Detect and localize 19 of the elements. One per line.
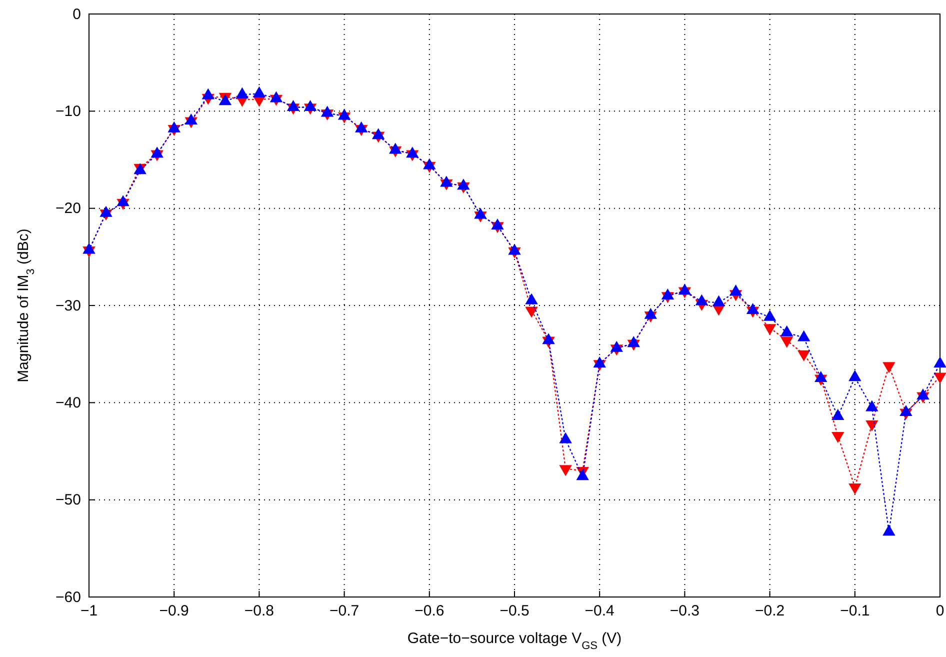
- x-tick-label: −0.5: [500, 602, 530, 620]
- y-tick-label: −10: [56, 102, 81, 120]
- x-tick-label: −0.3: [670, 602, 700, 620]
- y-tick-label: −40: [56, 394, 81, 412]
- y-tick-label: −50: [56, 492, 81, 509]
- x-tick-label: −0.9: [159, 602, 189, 620]
- y-tick-label: −20: [56, 200, 81, 218]
- y-tick-label: 0: [72, 6, 81, 23]
- y-tick-label: −60: [56, 588, 81, 606]
- x-tick-label: 0: [936, 602, 944, 620]
- x-tick-label: −0.6: [414, 602, 444, 620]
- x-tick-label: −0.8: [244, 602, 274, 620]
- x-tick-label: −0.4: [584, 602, 614, 620]
- x-tick-label: −0.1: [840, 602, 870, 620]
- y-tick-label: −30: [56, 297, 81, 314]
- x-tick-label: −0.2: [754, 602, 785, 620]
- x-axis-title: Gate−to−source voltage V$_{GS}$ (V): [407, 630, 622, 652]
- x-tick-label: −1: [80, 602, 98, 620]
- x-tick-label: −0.7: [329, 602, 360, 620]
